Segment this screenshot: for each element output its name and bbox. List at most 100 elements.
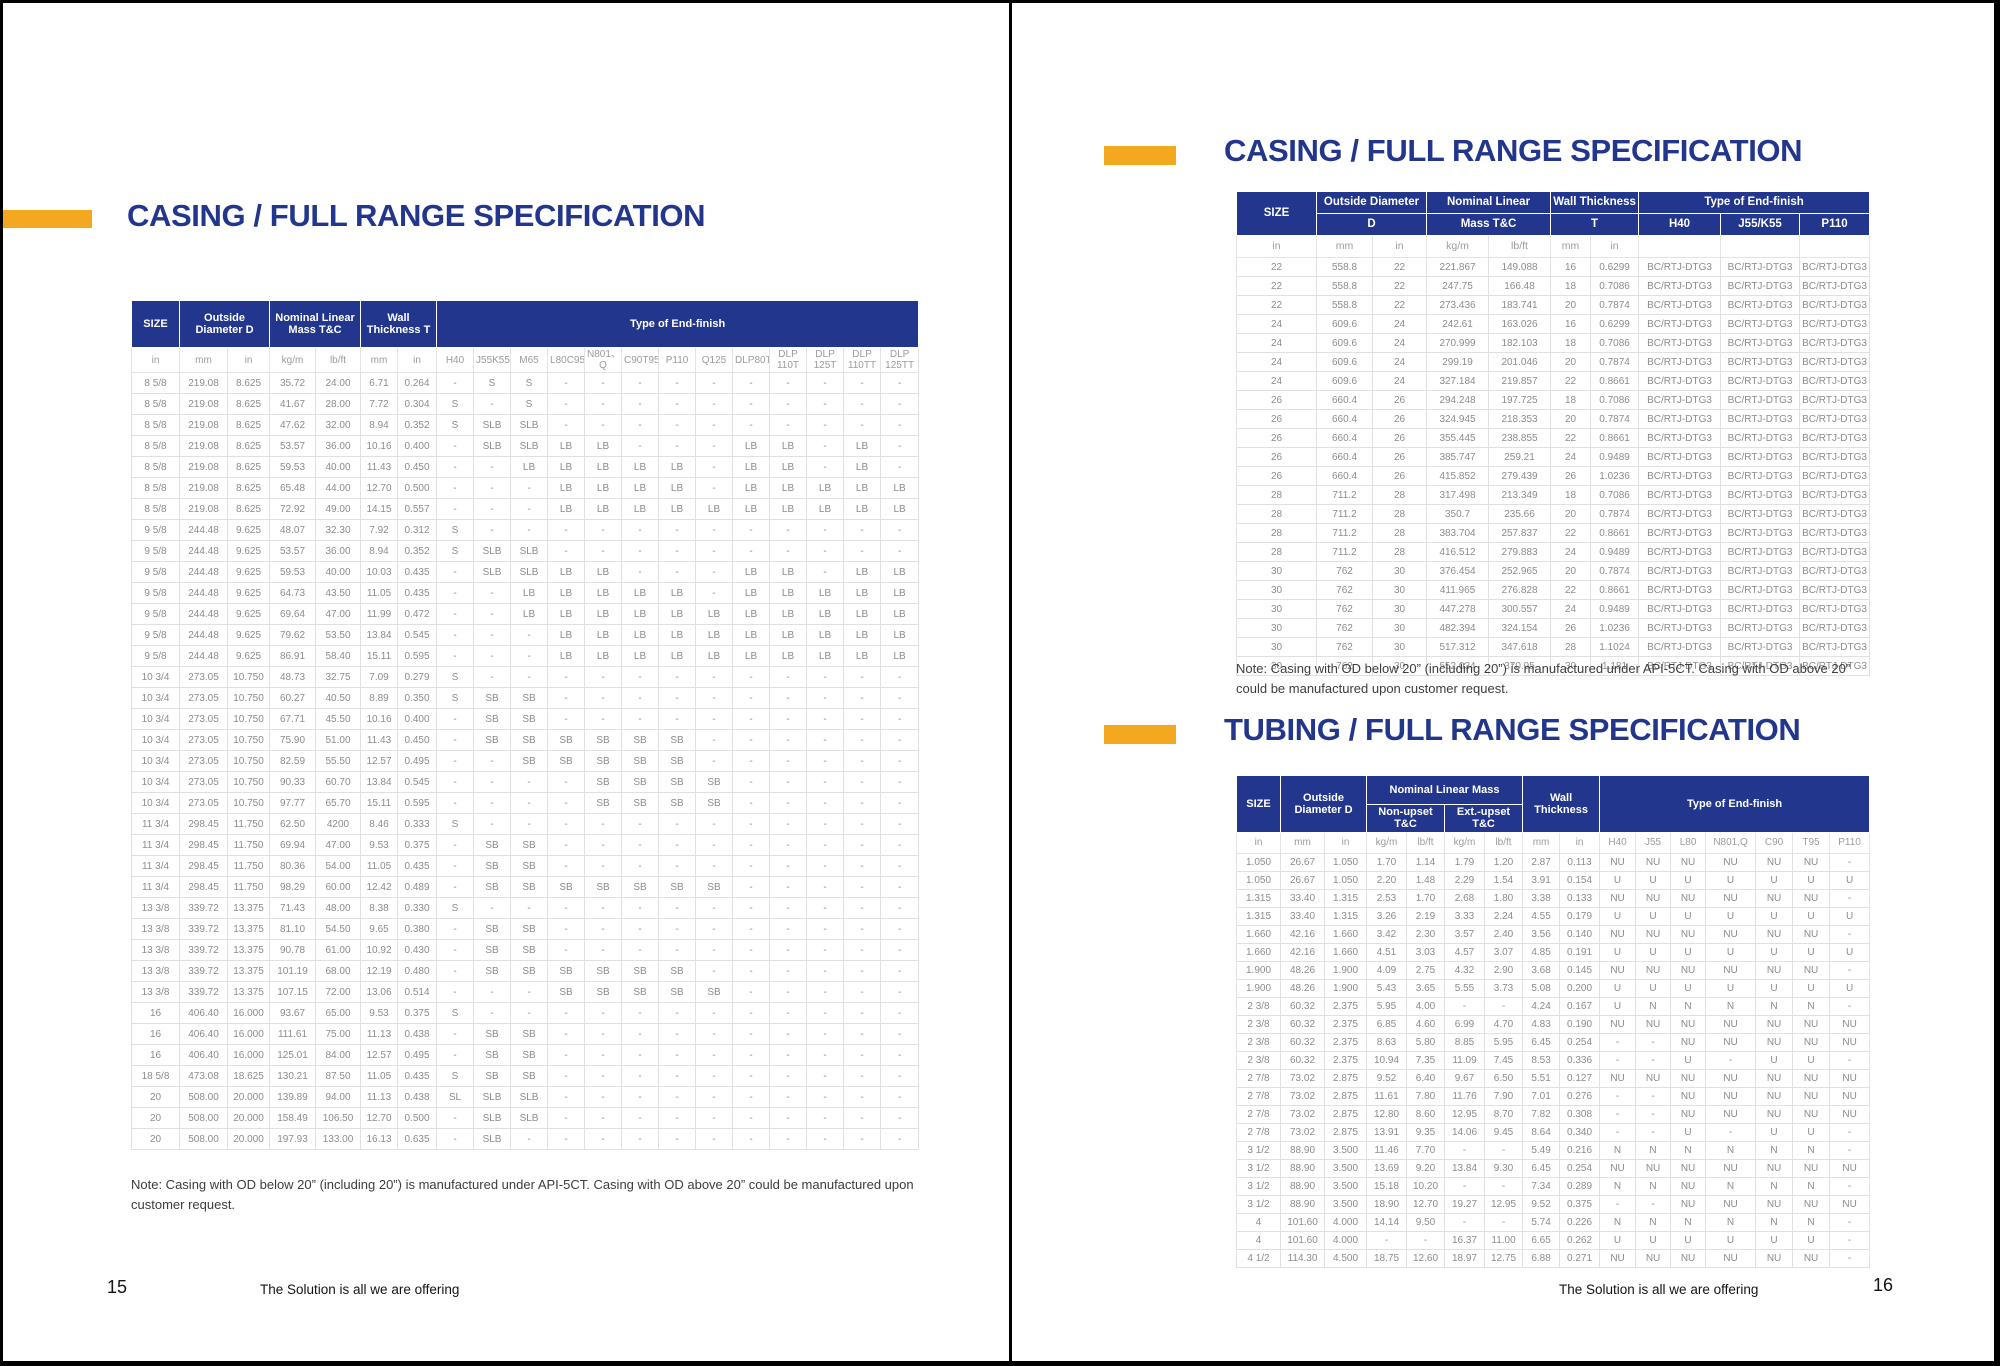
table-cell: - bbox=[473, 750, 512, 772]
table-cell: 20 bbox=[1550, 561, 1592, 581]
table-cell: 10.750 bbox=[227, 771, 270, 793]
table-cell: LB bbox=[584, 477, 623, 499]
table-cell: LB bbox=[547, 624, 586, 646]
table-cell: 660.4 bbox=[1316, 390, 1373, 410]
header-band-row: SIZE Outside Diameter Nominal Linear Wal… bbox=[1236, 191, 1871, 236]
table-cell: 22 bbox=[1550, 523, 1592, 543]
table-cell: 24 bbox=[1236, 333, 1317, 353]
table-cell: BC/RTJ-DTG3 bbox=[1638, 409, 1722, 429]
table-cell: - bbox=[473, 603, 512, 625]
table-cell: - bbox=[732, 813, 771, 835]
table-cell: LB bbox=[658, 603, 697, 625]
table-cell: 28 bbox=[1236, 485, 1317, 505]
table-cell: 1.660 bbox=[1324, 942, 1367, 962]
table-cell: 2.375 bbox=[1324, 1014, 1367, 1034]
table-cell: - bbox=[547, 897, 586, 919]
table-cell: - bbox=[1635, 1194, 1672, 1214]
table-cell: U bbox=[1635, 942, 1672, 962]
table-cell: LB bbox=[510, 603, 549, 625]
table-cell: 4.24 bbox=[1522, 996, 1561, 1016]
table-cell: LB bbox=[621, 456, 660, 478]
table-cell: 0.279 bbox=[397, 666, 438, 688]
table-cell: 90.33 bbox=[269, 771, 316, 793]
table-cell: - bbox=[695, 1065, 734, 1087]
table-row: 1.050 26.67 1.050 1.70 1.14 1.79 1.20 2.87 0.113… bbox=[1236, 852, 1871, 872]
table-cell: 0.375 bbox=[1559, 1194, 1601, 1214]
table-cell: 13.06 bbox=[360, 981, 399, 1003]
table-cell: 97.77 bbox=[269, 792, 316, 814]
col-header-end-finish: Type of End-finish bbox=[1638, 191, 1871, 214]
table-cell: LB bbox=[843, 645, 882, 667]
table-cell: - bbox=[732, 708, 771, 730]
table-cell: 24 bbox=[1550, 542, 1592, 562]
table-cell: SB bbox=[621, 771, 660, 793]
col-header-non-upset: Non-upset T&C bbox=[1366, 804, 1445, 833]
table-cell: 0.435 bbox=[397, 582, 438, 604]
table-cell: 26.67 bbox=[1280, 852, 1325, 872]
table-cell: SLB bbox=[473, 540, 512, 562]
table-cell: BC/RTJ-DTG3 bbox=[1799, 656, 1871, 676]
table-cell: - bbox=[621, 918, 660, 940]
table-cell: NU bbox=[1670, 924, 1707, 944]
table-cell: LB bbox=[806, 498, 845, 520]
table-cell: - bbox=[695, 435, 734, 457]
table-cell: 247.75 bbox=[1426, 276, 1490, 296]
table-cell: - bbox=[547, 1002, 586, 1024]
table-cell: - bbox=[695, 519, 734, 541]
table-cell: NU bbox=[1755, 1086, 1794, 1106]
tubing-table: SIZE Outside Diameter D Nominal Linear M… bbox=[1236, 775, 1871, 1268]
table-cell: - bbox=[1635, 1032, 1672, 1052]
table-cell: 10 3/4 bbox=[131, 771, 180, 793]
table-cell: BC/RTJ-DTG3 bbox=[1799, 371, 1871, 391]
table-cell: 33.40 bbox=[1280, 888, 1325, 908]
table-cell: LB bbox=[806, 645, 845, 667]
table-cell: U bbox=[1670, 942, 1707, 962]
table-cell: 0.595 bbox=[397, 645, 438, 667]
table-cell: 244.48 bbox=[179, 582, 228, 604]
table-cell: - bbox=[510, 813, 549, 835]
table-cell: 0.340 bbox=[1559, 1122, 1601, 1142]
table-cell: 3.57 bbox=[1444, 924, 1485, 944]
table-cell: - bbox=[769, 540, 808, 562]
table-cell: - bbox=[1599, 1050, 1637, 1070]
table-cell: 60.32 bbox=[1280, 1050, 1325, 1070]
table-cell: 41.67 bbox=[269, 393, 316, 415]
table-cell: 13.375 bbox=[227, 939, 270, 961]
table-cell: - bbox=[806, 561, 845, 583]
table-cell: 0.271 bbox=[1559, 1248, 1601, 1268]
table-cell: NU bbox=[1705, 1086, 1757, 1106]
table-cell: SLB bbox=[510, 414, 549, 436]
table-cell: - bbox=[843, 372, 882, 394]
table-cell: BC/RTJ-DTG3 bbox=[1720, 352, 1801, 372]
table-cell: 6.99 bbox=[1444, 1014, 1485, 1034]
col-header-mass-tc: Mass T&C bbox=[1426, 213, 1552, 236]
table-cell: U bbox=[1755, 1050, 1794, 1070]
table-cell: 49.00 bbox=[314, 498, 362, 520]
header-cell: in bbox=[1559, 831, 1601, 854]
table-cell: - bbox=[732, 876, 771, 898]
header-cell: mm bbox=[1280, 831, 1325, 854]
table-cell: 72.92 bbox=[269, 498, 316, 520]
table-cell: LB bbox=[732, 603, 771, 625]
table-cell: - bbox=[732, 1107, 771, 1129]
table-cell: BC/RTJ-DTG3 bbox=[1720, 466, 1801, 486]
table-cell: 2 3/8 bbox=[1236, 996, 1281, 1016]
table-cell: 0.500 bbox=[397, 477, 438, 499]
page-title-left: CASING / FULL RANGE SPECIFICATION bbox=[127, 198, 706, 233]
table-cell: - bbox=[732, 729, 771, 751]
table-cell: - bbox=[880, 456, 920, 478]
table-cell: - bbox=[1599, 1032, 1637, 1052]
table-cell: - bbox=[880, 1086, 920, 1108]
table-cell: - bbox=[769, 1023, 808, 1045]
table-cell: LB bbox=[732, 477, 771, 499]
table-cell: - bbox=[1829, 1140, 1871, 1160]
table-cell: 3.68 bbox=[1522, 960, 1561, 980]
table-cell: - bbox=[732, 792, 771, 814]
table-cell: SB bbox=[473, 708, 512, 730]
table-cell: U bbox=[1635, 906, 1672, 926]
table-cell: - bbox=[621, 435, 660, 457]
table-cell: 14.14 bbox=[1366, 1212, 1407, 1232]
table-cell: - bbox=[695, 939, 734, 961]
table-cell: 64.73 bbox=[269, 582, 316, 604]
table-cell: 101.60 bbox=[1280, 1230, 1325, 1250]
